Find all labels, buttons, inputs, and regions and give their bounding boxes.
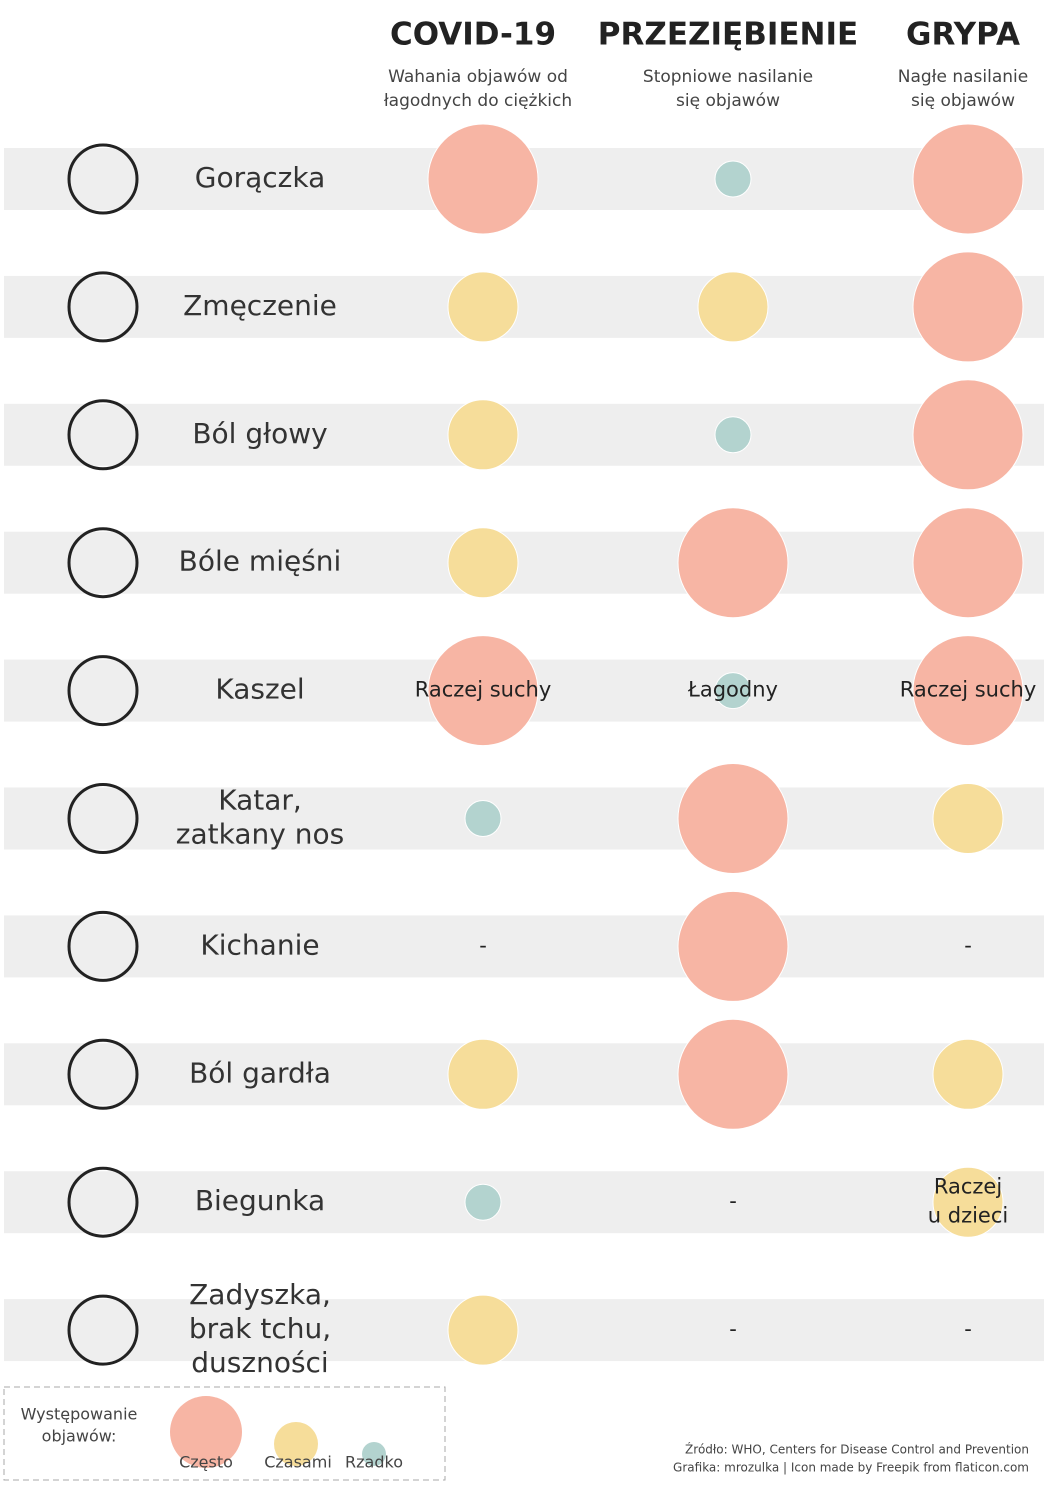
column-title: GRYPA	[906, 17, 1020, 53]
row-label: duszności	[191, 1346, 328, 1379]
cell-text: -	[479, 933, 487, 957]
symptom-dot	[714, 160, 752, 198]
cell-text: Łagodny	[687, 678, 778, 702]
symptom-dot	[677, 507, 789, 619]
symptom-dot	[932, 1038, 1004, 1110]
cell-text: Raczej	[934, 1175, 1002, 1199]
row-band	[4, 1171, 1044, 1234]
symptom-dot	[464, 800, 502, 837]
column-subtitle: Stopniowe nasilanie	[643, 67, 813, 87]
legend-box	[3, 1386, 446, 1481]
cell-text: -	[729, 1189, 737, 1213]
cell-text: Raczej suchy	[900, 678, 1037, 702]
symptom-dot	[912, 507, 1024, 619]
row-label: zatkany nos	[176, 818, 344, 851]
row-label: Zmęczenie	[183, 289, 337, 322]
symptom-dot	[912, 379, 1024, 491]
legend-dot	[170, 1396, 242, 1468]
cell-text: -	[964, 1317, 972, 1341]
symptom-dot	[427, 635, 539, 747]
legend-dot	[362, 1442, 386, 1466]
row-label: Kichanie	[200, 928, 319, 961]
row-label: brak tchu,	[189, 1312, 331, 1345]
symptom-dot	[677, 890, 789, 1002]
column-subtitle: się objawów	[911, 91, 1015, 111]
footer-line: Źródło: WHO, Centers for Disease Control…	[685, 1442, 1029, 1457]
symptom-dot	[447, 399, 519, 471]
symptom-dot	[677, 763, 789, 874]
cell-text: -	[964, 933, 972, 957]
row-label: Ból głowy	[192, 417, 327, 450]
symptom-dot	[447, 1294, 519, 1366]
row-band	[4, 787, 1044, 850]
column-title: COVID-19	[390, 17, 556, 53]
row-icon	[67, 527, 139, 599]
symptom-dot	[677, 1018, 789, 1130]
row-band	[4, 1043, 1044, 1106]
legend-dot	[274, 1422, 318, 1466]
symptom-dot	[714, 672, 752, 710]
legend-label: Czasami	[264, 1453, 332, 1472]
row-label: Bóle mięśni	[179, 545, 342, 578]
symptom-dot	[912, 251, 1024, 363]
row-icon	[67, 1294, 139, 1366]
cell-text: u dzieci	[928, 1204, 1008, 1228]
symptom-dot	[697, 271, 769, 343]
symptom-dot	[427, 123, 539, 235]
row-band	[4, 1299, 1044, 1362]
row-icon	[67, 910, 139, 982]
row-band	[4, 403, 1044, 466]
legend-title: objawów:	[42, 1427, 117, 1446]
row-icon	[67, 271, 139, 343]
row-icon	[67, 399, 139, 471]
cell-text: Raczej suchy	[415, 678, 552, 702]
row-label: Gorączka	[195, 161, 325, 194]
row-label: Biegunka	[195, 1184, 325, 1217]
symptom-dot	[464, 1183, 502, 1221]
row-icon	[67, 783, 139, 854]
legend-label: Rzadko	[345, 1453, 403, 1472]
row-label: Ból gardła	[189, 1056, 331, 1089]
column-subtitle: Wahania objawów od	[388, 67, 568, 87]
row-label: Zadyszka,	[189, 1278, 331, 1311]
symptom-dot	[932, 783, 1004, 854]
column-subtitle: się objawów	[676, 91, 780, 111]
column-subtitle: Nagłe nasilanie	[898, 67, 1029, 87]
footer-line: Grafika: mrozulka | Icon made by Freepik…	[673, 1461, 1029, 1475]
symptom-dot	[932, 1166, 1004, 1238]
symptom-dot	[912, 123, 1024, 235]
legend-label: Często	[179, 1453, 233, 1472]
symptom-dot	[447, 271, 519, 343]
row-band	[4, 275, 1044, 338]
symptom-dot	[447, 1038, 519, 1110]
row-icon	[67, 655, 139, 727]
row-band	[4, 531, 1044, 594]
row-icon	[67, 1166, 139, 1238]
row-icon	[67, 143, 139, 215]
row-icon	[67, 1038, 139, 1110]
row-label: Katar,	[218, 784, 302, 817]
column-subtitle: łagodnych do ciężkich	[384, 91, 572, 111]
column-title: PRZEZIĘBIENIE	[598, 17, 858, 53]
row-band	[4, 915, 1044, 978]
cell-text: -	[729, 1317, 737, 1341]
symptom-dot	[447, 527, 519, 599]
symptom-dot	[714, 416, 752, 454]
symptom-dot	[912, 635, 1024, 747]
row-label: Kaszel	[215, 673, 304, 706]
legend-title: Występowanie	[21, 1405, 138, 1424]
